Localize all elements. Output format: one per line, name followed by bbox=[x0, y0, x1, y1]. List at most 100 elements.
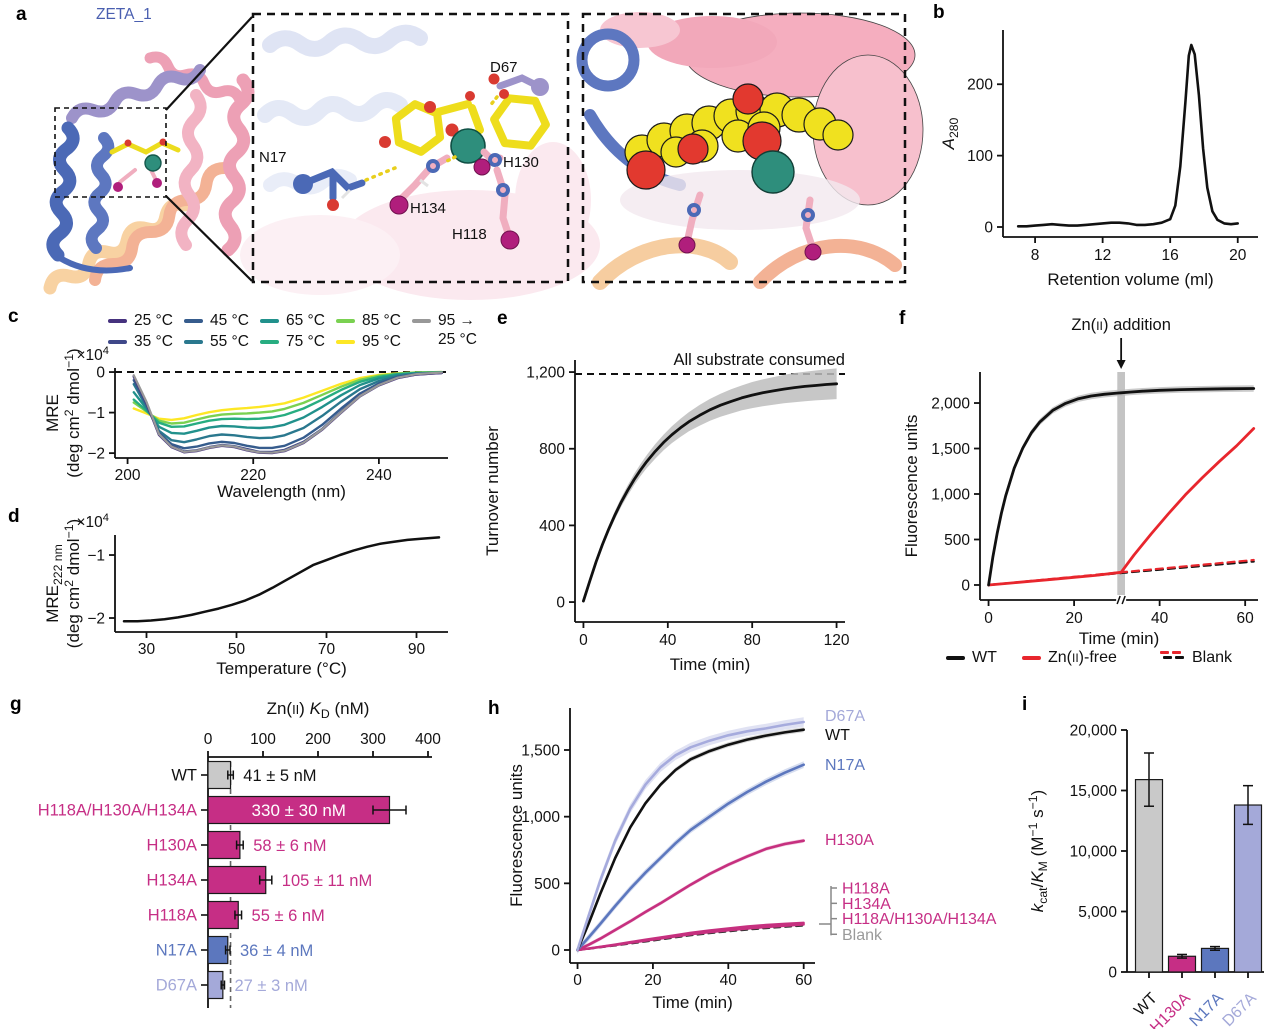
svg-text:120: 120 bbox=[824, 632, 850, 649]
legend-label: WT bbox=[972, 649, 997, 666]
panel-letter-c: c bbox=[8, 306, 19, 327]
residue-label-h134: H134 bbox=[410, 200, 446, 217]
svg-text:100: 100 bbox=[250, 731, 276, 748]
svg-text:−1: −1 bbox=[87, 548, 105, 565]
svg-text:Temperature (°C): Temperature (°C) bbox=[216, 659, 347, 678]
svg-text:All substrate consumed: All substrate consumed bbox=[673, 351, 845, 369]
svg-text:N17A: N17A bbox=[825, 757, 865, 774]
panel-d-melt-curve: 30 50 70 90 −1 −2 Temperature (°C) MRE222 nm(de… bbox=[43, 512, 448, 678]
protein-name-label: ZETA_1 bbox=[96, 6, 152, 23]
legend-swatch bbox=[184, 319, 203, 323]
svg-text:D67A: D67A bbox=[156, 977, 197, 995]
svg-text:240: 240 bbox=[366, 467, 392, 484]
legend-label: Blank bbox=[1192, 649, 1233, 666]
svg-text:H118A: H118A bbox=[842, 881, 890, 898]
legend-label: 35 °C bbox=[134, 333, 173, 350]
legend-label: 25 °C bbox=[134, 312, 173, 329]
svg-text:60: 60 bbox=[1237, 610, 1255, 627]
legend-swatch bbox=[412, 319, 431, 323]
legend-label: 95 °C bbox=[362, 333, 401, 350]
svg-text:1,500: 1,500 bbox=[931, 441, 970, 458]
svg-text:0: 0 bbox=[984, 220, 993, 237]
legend-item-95 °C: 95 °C bbox=[336, 332, 401, 351]
svg-text:20: 20 bbox=[644, 972, 662, 989]
svg-text:Turnover number: Turnover number bbox=[483, 426, 502, 556]
svg-text:D67A: D67A bbox=[1220, 990, 1261, 1029]
legend-item-55 °C: 55 °C bbox=[184, 332, 249, 351]
legend-item-25 °C: 25 °C bbox=[108, 311, 173, 330]
legend-item-45 °C: 45 °C bbox=[184, 311, 249, 330]
legend-swatch bbox=[946, 656, 965, 660]
legend-swatch bbox=[108, 340, 127, 344]
legend-swatch bbox=[260, 319, 279, 323]
svg-text:1,000: 1,000 bbox=[521, 809, 560, 826]
svg-text:12: 12 bbox=[1094, 247, 1111, 264]
svg-text:58 ± 6 nM: 58 ± 6 nM bbox=[253, 837, 326, 855]
svg-text:MRE: MRE bbox=[43, 394, 62, 432]
legend-label: 45 °C bbox=[210, 312, 249, 329]
svg-text:0: 0 bbox=[984, 610, 993, 627]
svg-text:×104: ×104 bbox=[76, 345, 109, 364]
svg-text:MRE222 nm: MRE222 nm bbox=[43, 544, 65, 623]
svg-text:800: 800 bbox=[539, 441, 565, 458]
svg-text:H130A: H130A bbox=[825, 832, 874, 849]
legend-label: 55 °C bbox=[210, 333, 249, 350]
panel-letter-g: g bbox=[10, 694, 22, 715]
panel-e-turnover: All substrate consumed 0 40 80 120 0 400 800 1,2… bbox=[483, 351, 850, 674]
residue-label-n17: N17 bbox=[259, 149, 287, 166]
panel-letter-f: f bbox=[899, 308, 906, 329]
svg-text:Time (min): Time (min) bbox=[1079, 629, 1160, 648]
legend-swatch bbox=[184, 340, 203, 344]
svg-text:×104: ×104 bbox=[76, 512, 109, 531]
svg-text:90: 90 bbox=[408, 641, 426, 658]
svg-text:10,000: 10,000 bbox=[1070, 844, 1118, 861]
svg-text:41 ± 5 nM: 41 ± 5 nM bbox=[243, 767, 316, 785]
panel-f-zn-addition: 0 20 40 60 0 500 1,000 1,500 2,000 Time (min) Fluo… bbox=[902, 316, 1258, 648]
residue-label-h130: H130 bbox=[503, 154, 539, 171]
svg-text:80: 80 bbox=[744, 632, 762, 649]
svg-text:(deg cm2 dmol−1): (deg cm2 dmol−1) bbox=[62, 348, 83, 477]
svg-text:16: 16 bbox=[1162, 247, 1179, 264]
legend-swatch-dashed bbox=[1160, 651, 1186, 663]
panel-letter-h: h bbox=[488, 698, 500, 719]
svg-text:500: 500 bbox=[944, 532, 970, 549]
panel-letter-a: a bbox=[16, 4, 27, 25]
residue-label-d67: D67 bbox=[490, 59, 518, 76]
svg-text:200: 200 bbox=[115, 467, 141, 484]
svg-text:40: 40 bbox=[659, 632, 677, 649]
svg-text:N17A: N17A bbox=[1187, 990, 1228, 1029]
svg-text:105 ± 11 nM: 105 ± 11 nM bbox=[282, 872, 372, 890]
svg-text:70: 70 bbox=[318, 641, 336, 658]
legend-swatch bbox=[336, 340, 355, 344]
svg-text:1,000: 1,000 bbox=[931, 487, 970, 504]
svg-text:H130A: H130A bbox=[147, 837, 197, 855]
svg-text:50: 50 bbox=[228, 641, 246, 658]
svg-text:(deg cm2 dmol−1): (deg cm2 dmol−1) bbox=[62, 519, 83, 648]
svg-text:15,000: 15,000 bbox=[1070, 783, 1118, 800]
legend-item-f-2: Blank bbox=[1160, 648, 1232, 668]
legend-item-f-1: Zn(II)-free bbox=[1022, 648, 1117, 668]
svg-text:40: 40 bbox=[720, 972, 738, 989]
panel-letter-b: b bbox=[933, 2, 945, 23]
svg-text:0: 0 bbox=[579, 632, 588, 649]
panel-letter-e: e bbox=[497, 308, 508, 329]
residue-label-h118: H118 bbox=[452, 226, 487, 243]
svg-text:220: 220 bbox=[240, 467, 266, 484]
svg-text:−2: −2 bbox=[87, 446, 105, 463]
svg-text:100: 100 bbox=[967, 148, 993, 165]
svg-text:Time (min): Time (min) bbox=[652, 993, 733, 1012]
svg-text:H134A: H134A bbox=[842, 896, 891, 913]
svg-text:−1: −1 bbox=[87, 405, 105, 422]
svg-text:400: 400 bbox=[539, 518, 565, 535]
svg-text:0: 0 bbox=[961, 577, 970, 594]
svg-text:0: 0 bbox=[1108, 965, 1117, 982]
panel-c-cd-spectra: 200 220 240 0 −1 −2 Wavelength (nm) MRE(deg cm2… bbox=[43, 345, 448, 501]
svg-text:27 ± 3 nM: 27 ± 3 nM bbox=[235, 977, 308, 995]
legend-label: 65 °C bbox=[286, 312, 325, 329]
legend-label: 75 °C bbox=[286, 333, 325, 350]
svg-text:500: 500 bbox=[534, 876, 560, 893]
legend-label: 95 → 25 °C bbox=[438, 312, 477, 349]
svg-text:Fluorescence units: Fluorescence units bbox=[507, 764, 526, 907]
svg-text:0: 0 bbox=[556, 595, 565, 612]
legend-swatch bbox=[1022, 656, 1041, 660]
